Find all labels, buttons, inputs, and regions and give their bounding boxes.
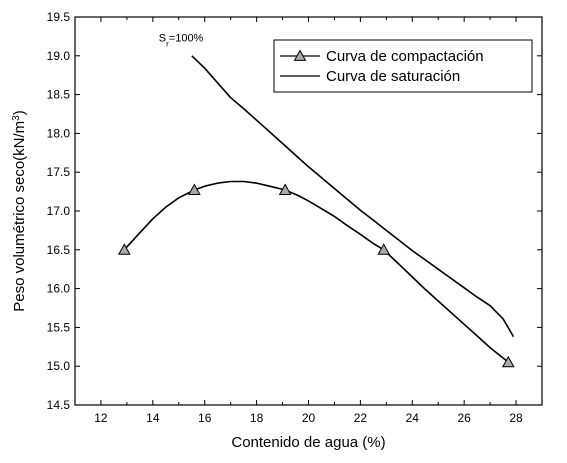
y-tick-label: 16.5 (47, 243, 71, 257)
y-tick-label: 19.5 (47, 10, 71, 24)
legend-triangle-marker (293, 49, 307, 61)
legend-label-compactacion: Curva de compactación (326, 48, 484, 65)
x-tick-label: 14 (146, 411, 160, 425)
compaction-point-marker (377, 243, 391, 255)
x-tick-label: 28 (509, 411, 523, 425)
y-tick-label: 17.0 (47, 204, 71, 218)
saturation-curve-line (191, 55, 515, 338)
y-tick-label: 18.5 (47, 88, 71, 102)
plot-frame (74, 16, 543, 406)
y-tick-label: 16.0 (47, 282, 71, 296)
y-tick-label: 14.5 (47, 398, 71, 412)
x-tick-label: 22 (354, 411, 368, 425)
x-axis-title: Contenido de agua (%) (231, 434, 385, 451)
y-axis-title: Peso volumétrico seco(kN/m3) (11, 110, 29, 311)
y-tick-label: 17.5 (47, 165, 71, 179)
compaction-point-marker (501, 355, 515, 368)
legend: Curva de compactación Curva de saturació… (273, 39, 533, 93)
x-tick-label: 26 (457, 411, 471, 425)
x-tick-label: 16 (198, 411, 212, 425)
axis-ticks: 12 14 16 18 20 22 24 26 28 14.5 15.0 15.5 16.0 16.5 17… (47, 10, 543, 425)
compaction-point-marker (117, 243, 131, 255)
compaction-point-marker (187, 183, 201, 195)
compaction-curve-line (123, 180, 509, 363)
x-tick-label: 20 (302, 411, 316, 425)
y-tick-label: 15.0 (47, 359, 71, 373)
series-layer (117, 55, 515, 368)
legend-box (273, 39, 533, 93)
x-tick-label: 24 (406, 411, 420, 425)
y-tick-label: 19.0 (47, 49, 71, 63)
y-tick-label: 18.0 (47, 126, 71, 140)
x-tick-label: 12 (94, 411, 108, 425)
compaction-point-marker (278, 183, 292, 195)
legend-label-saturacion: Curva de saturación (326, 68, 460, 85)
y-tick-label: 15.5 (47, 320, 71, 334)
saturation-annotation: Sr=100% (159, 33, 204, 49)
x-tick-label: 18 (250, 411, 264, 425)
